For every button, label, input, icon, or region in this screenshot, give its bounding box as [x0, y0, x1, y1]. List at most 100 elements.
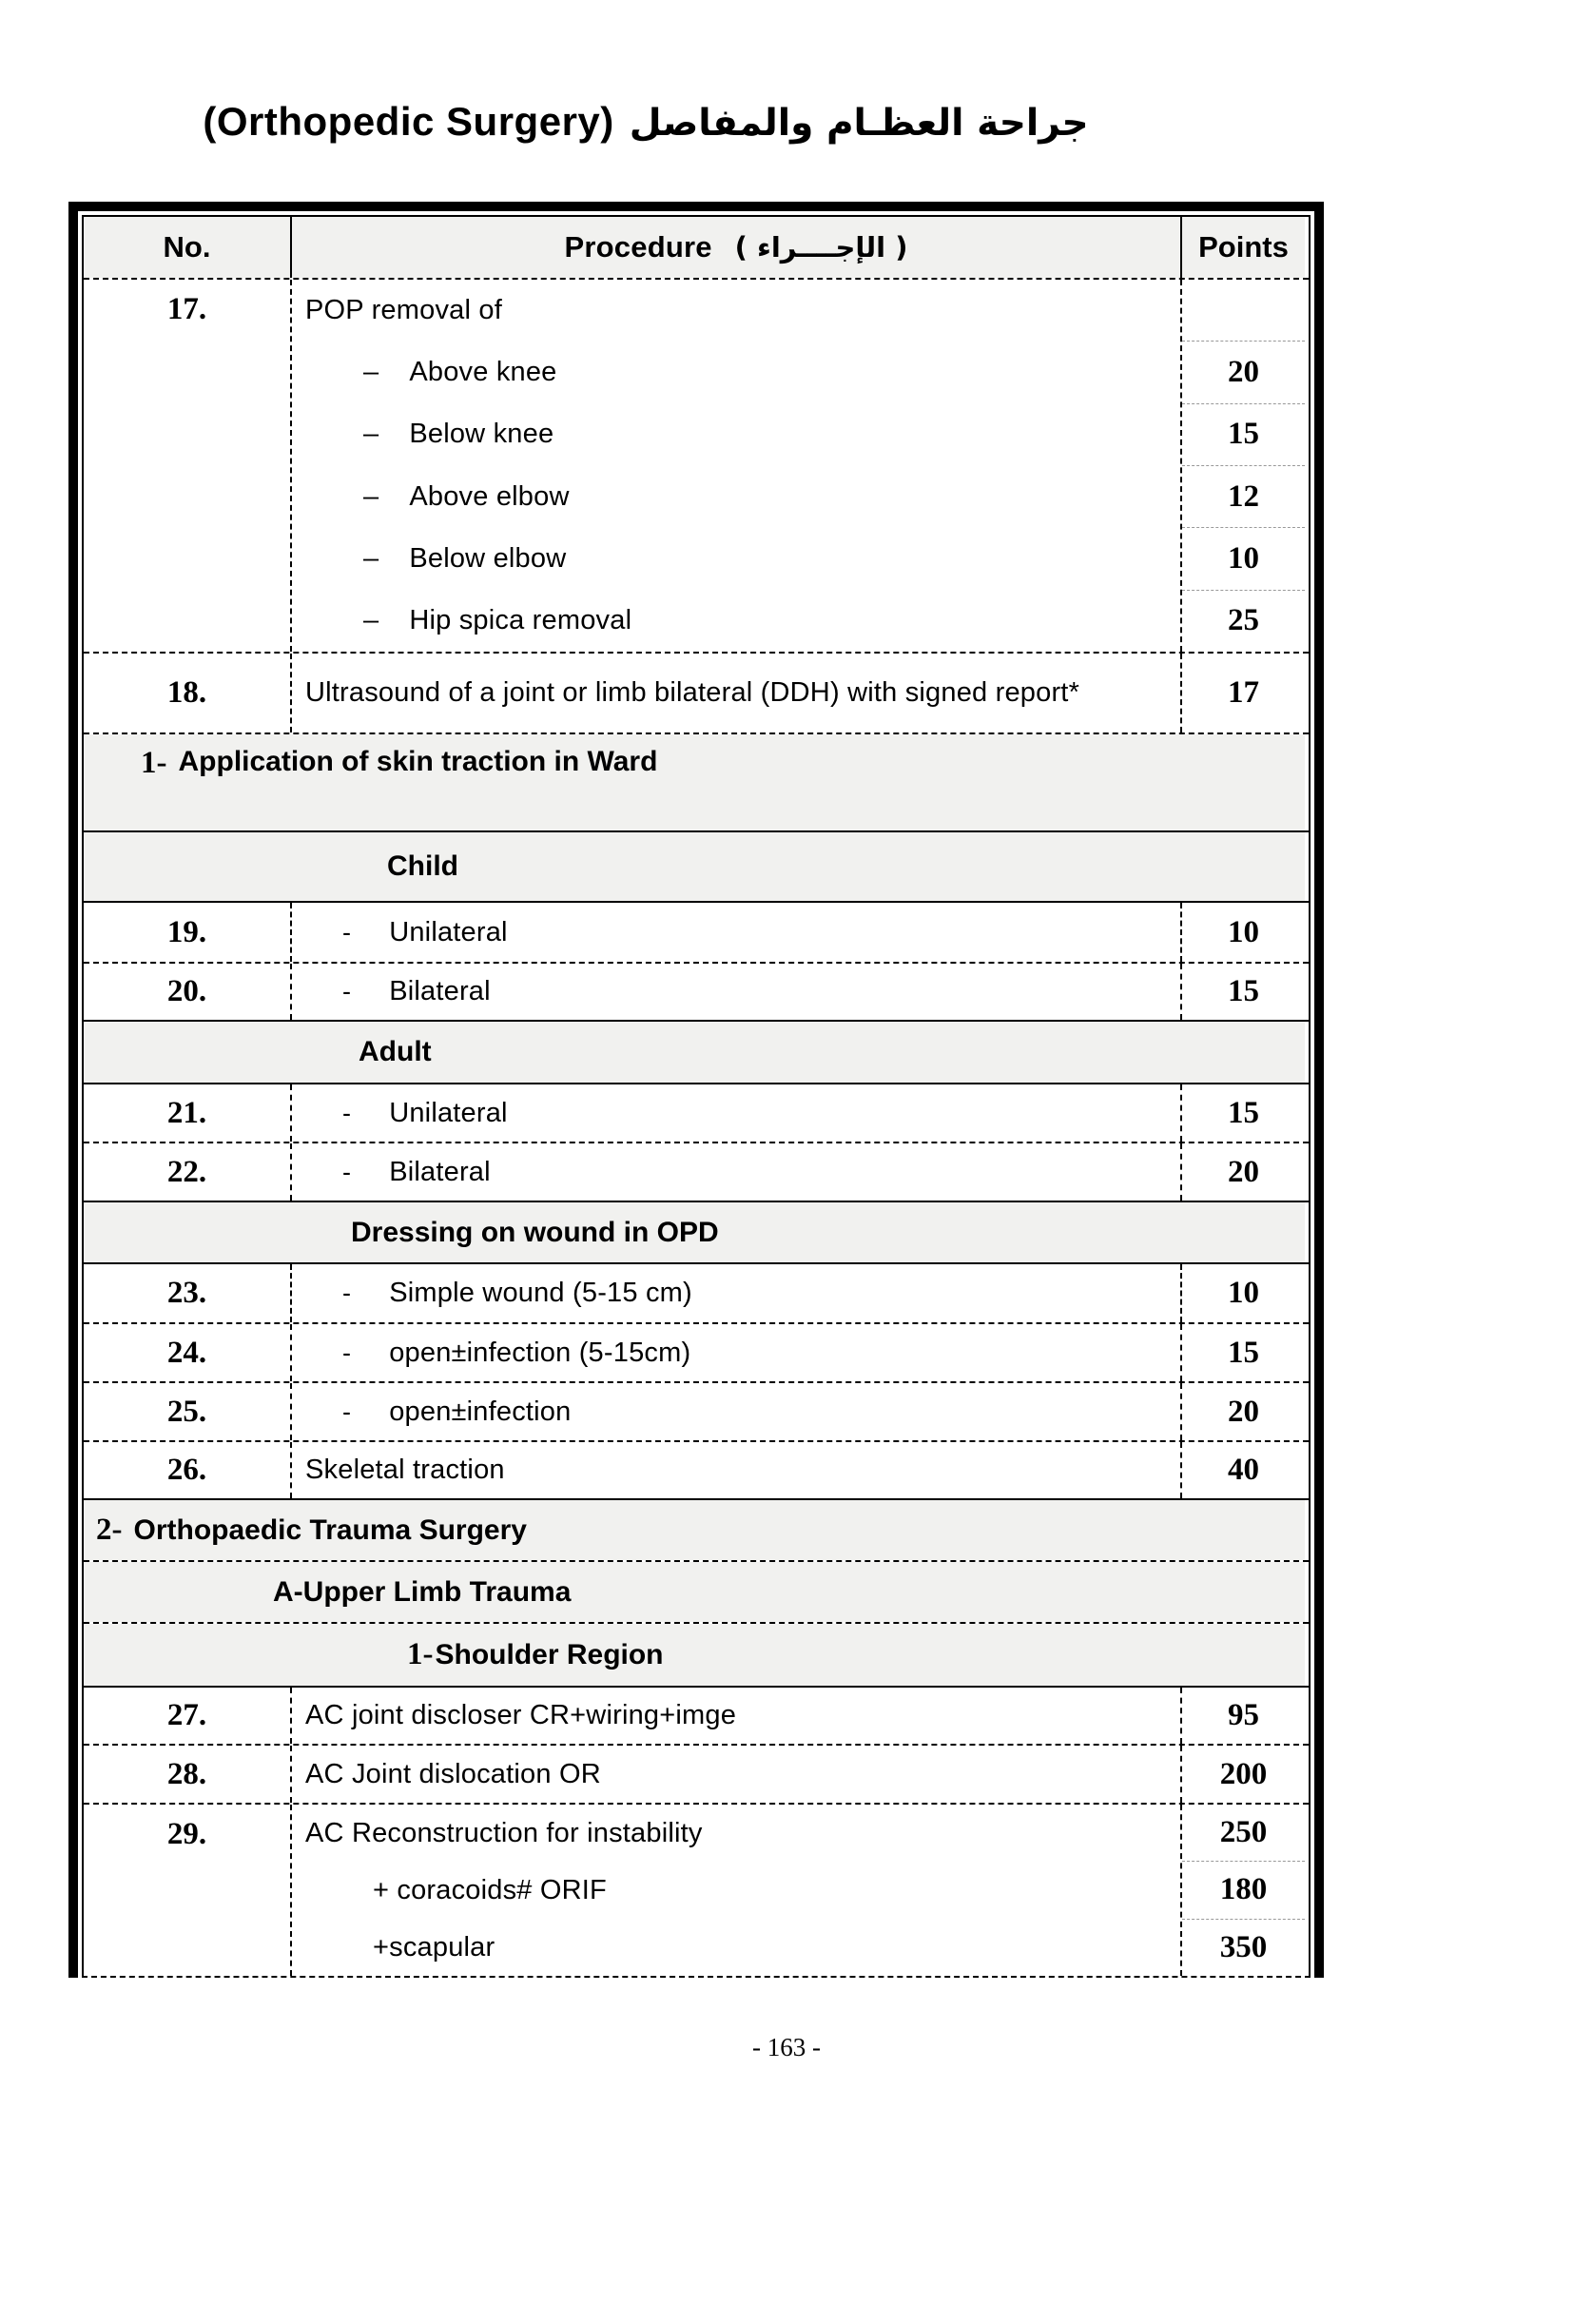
- points-cell: 40: [1180, 1442, 1305, 1498]
- dash-glyph: -: [342, 1098, 352, 1127]
- procedure-cell: AC Joint dislocation OR: [290, 1746, 1180, 1803]
- points-value: 200: [1219, 1756, 1268, 1791]
- header-no: No.: [84, 217, 290, 278]
- points-value: 12: [1182, 464, 1305, 527]
- section-header: 1- Shoulder Region: [84, 1624, 1305, 1686]
- procedure-text: AC Reconstruction for instability: [305, 1817, 703, 1848]
- row-number: 24.: [84, 1324, 290, 1381]
- procedure-text: Above knee: [409, 357, 557, 388]
- row-number-label: 21.: [166, 1095, 207, 1130]
- header-points: Points: [1180, 217, 1305, 278]
- procedure-text: Unilateral: [389, 1097, 508, 1128]
- section-label: Child: [387, 850, 458, 882]
- procedure-cell: Skeletal traction: [290, 1442, 1180, 1498]
- procedures-table-frame: No. Procedure ( الإجــــراء ) Points 17.…: [68, 202, 1324, 1978]
- dash-glyph: -: [342, 917, 352, 947]
- row-number: 23.: [84, 1264, 290, 1322]
- section-row-skin-traction: 1- Application of skin traction in Ward: [84, 732, 1309, 830]
- points-value: 20: [1228, 1154, 1259, 1189]
- header-no-label: No.: [163, 230, 211, 264]
- points-value: 17: [1228, 675, 1259, 710]
- procedure-text: AC Joint dislocation OR: [305, 1758, 601, 1789]
- dash-glyph: –: [363, 419, 379, 450]
- points-cell: 15: [1180, 1084, 1305, 1142]
- section-prefix: 2-: [96, 1513, 123, 1547]
- procedure-cell: - Bilateral: [290, 1143, 1180, 1201]
- header-procedure: Procedure ( الإجــــراء ): [290, 217, 1180, 278]
- header-points-label: Points: [1198, 230, 1289, 264]
- points-value: 10: [1228, 1276, 1259, 1310]
- dash-glyph: -: [342, 1396, 352, 1426]
- row-number: 22.: [84, 1143, 290, 1201]
- points-value: 15: [1228, 1095, 1259, 1130]
- points-value: 15: [1228, 1335, 1259, 1370]
- dash-glyph: -: [342, 1279, 352, 1307]
- procedure-cell: - Simple wound (5-15 cm): [290, 1264, 1180, 1322]
- section-row-trauma-surgery: 2- Orthopaedic Trauma Surgery: [84, 1498, 1309, 1560]
- row-number: 18.: [84, 654, 290, 732]
- procedure-cell: - open±infection (5-15cm): [290, 1324, 1180, 1381]
- points-cell: 200: [1180, 1746, 1305, 1803]
- points-cell: 250 180 350: [1180, 1805, 1305, 1976]
- table-row-20: 20. - Bilateral 15: [84, 962, 1309, 1020]
- row-number: 29.: [84, 1805, 290, 1976]
- points-empty-slot: [1182, 280, 1305, 341]
- row-number-label: 18.: [166, 675, 207, 710]
- procedure-item: – Above knee: [292, 342, 1180, 403]
- procedure-text: Below knee: [409, 419, 554, 450]
- row-number-label: 25.: [166, 1394, 207, 1429]
- table-row-28: 28. AC Joint dislocation OR 200: [84, 1744, 1309, 1803]
- points-value: 180: [1182, 1861, 1305, 1918]
- row-number-label: 26.: [166, 1453, 207, 1487]
- table-row-25: 25. - open±infection 20: [84, 1381, 1309, 1440]
- points-value: 20: [1182, 341, 1305, 402]
- section-prefix: 1-: [141, 746, 167, 780]
- points-value: 15: [1228, 974, 1259, 1008]
- points-cell: 10: [1180, 903, 1305, 962]
- procedure-cell: AC joint discloser CR+wiring+imge: [290, 1688, 1180, 1744]
- table-row-24: 24. - open±infection (5-15cm) 15: [84, 1322, 1309, 1381]
- dash-glyph: –: [363, 480, 379, 512]
- procedure-text: Hip spica removal: [409, 604, 632, 635]
- procedure-cell: AC Reconstruction for instability + cora…: [290, 1805, 1180, 1976]
- table-row-17: 17. POP removal of – Above knee – Below kn…: [84, 278, 1309, 652]
- points-cell: 10: [1180, 1264, 1305, 1322]
- row-number-label: 24.: [166, 1335, 207, 1370]
- header-procedure-label: Procedure: [564, 230, 712, 264]
- dash-glyph: –: [363, 357, 379, 388]
- points-cell: 20: [1180, 1383, 1305, 1440]
- procedure-cell: Ultrasound of a joint or limb bilateral …: [290, 654, 1180, 732]
- row-number: 28.: [84, 1746, 290, 1803]
- page-title-english: (Orthopedic Surgery): [203, 99, 614, 144]
- section-header: 2- Orthopaedic Trauma Surgery: [84, 1500, 1305, 1560]
- procedure-cell: - Unilateral: [290, 1084, 1180, 1142]
- row-number-label: 28.: [166, 1756, 207, 1791]
- points-value: 40: [1228, 1453, 1259, 1487]
- section-row-child: Child: [84, 830, 1309, 901]
- page-number: - 163 -: [752, 2033, 821, 2061]
- page-title: (Orthopedic Surgery) جراحة العظـام والمفا…: [0, 99, 1291, 145]
- table-row-19: 19. - Unilateral 10: [84, 901, 1309, 962]
- procedure-heading: POP removal of: [292, 280, 1180, 342]
- procedures-table: No. Procedure ( الإجــــراء ) Points 17.…: [82, 215, 1311, 1978]
- row-number: 20.: [84, 964, 290, 1020]
- procedure-text: Below elbow: [409, 542, 567, 574]
- row-number: 21.: [84, 1084, 290, 1142]
- procedure-text: Above elbow: [409, 480, 570, 512]
- points-value: 25: [1182, 589, 1305, 652]
- points-value: 250: [1219, 1815, 1268, 1850]
- procedure-text: Bilateral: [389, 1156, 491, 1187]
- row-number: 27.: [84, 1688, 290, 1744]
- points-value: 15: [1182, 402, 1305, 465]
- row-number-label: 27.: [166, 1698, 207, 1732]
- procedure-item: – Below elbow: [292, 528, 1180, 590]
- procedure-text: open±infection (5-15cm): [389, 1337, 691, 1368]
- points-value: 20: [1228, 1394, 1259, 1429]
- procedure-item: – Above elbow: [292, 466, 1180, 528]
- section-header: Child: [84, 832, 1305, 901]
- procedure-text: Unilateral: [389, 916, 508, 947]
- section-row-shoulder-region: 1- Shoulder Region: [84, 1622, 1309, 1686]
- dash-glyph: -: [342, 1338, 352, 1367]
- row-number: 26.: [84, 1442, 290, 1498]
- dash-glyph: -: [342, 1157, 352, 1186]
